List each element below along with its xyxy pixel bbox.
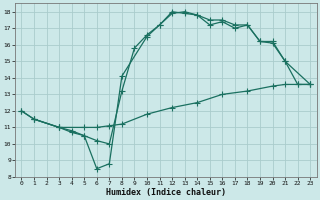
X-axis label: Humidex (Indice chaleur): Humidex (Indice chaleur)	[106, 188, 226, 197]
